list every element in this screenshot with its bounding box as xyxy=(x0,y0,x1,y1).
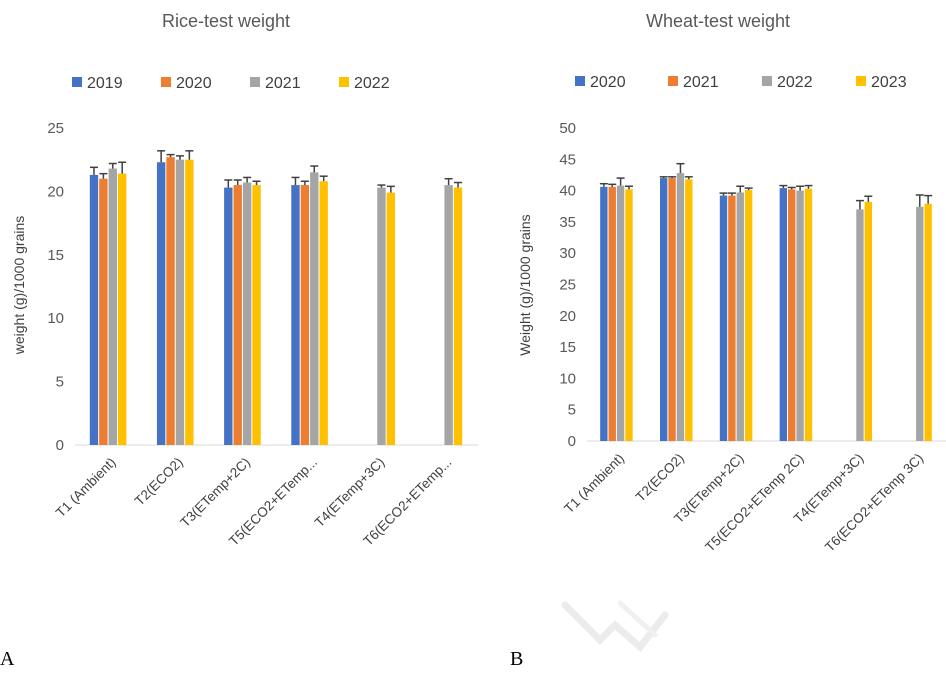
wheat-category-label: T1 (Ambient) xyxy=(561,451,627,517)
wheat-bar-2023 xyxy=(744,189,753,441)
wheat-legend-label-2021: 2021 xyxy=(683,74,719,91)
rice-bar-2019 xyxy=(224,187,233,445)
rice-bar-2020 xyxy=(233,185,242,445)
rice-plot-area: 0 5 10 15 20 25 T1 (Ambient) T2(ECO2)T3(ETemp+2… xyxy=(47,120,478,549)
rice-category-label: T1 (Ambient) xyxy=(53,455,119,521)
wheat-bar-2022 xyxy=(856,209,864,441)
rice-y-tick-label: 20 xyxy=(47,183,64,200)
rice-bar-2022 xyxy=(386,192,396,445)
rice-legend: 2019 2020 2021 2022 xyxy=(72,75,390,92)
wheat-bar-2021 xyxy=(788,189,796,441)
rice-bar-2020 xyxy=(300,185,310,445)
rice-bar-2021 xyxy=(377,187,386,445)
rice-bar-2021 xyxy=(242,182,252,446)
rice-bar-2021 xyxy=(175,159,185,445)
panel-label-a: A xyxy=(0,648,15,670)
wheat-bar-2020 xyxy=(600,186,608,441)
wheat-bar-2021 xyxy=(668,178,676,441)
wheat-chart-title: Wheat-test weight xyxy=(646,11,790,31)
wheat-bar-2023 xyxy=(924,203,932,441)
wheat-bar-2020 xyxy=(719,195,728,441)
rice-legend-swatch-2022 xyxy=(339,77,349,87)
wheat-legend-label-2022: 2022 xyxy=(777,74,813,91)
rice-legend-swatch-2019 xyxy=(72,77,82,87)
rice-bar-2020 xyxy=(99,178,108,445)
wheat-legend: 2020 2021 2022 2023 xyxy=(575,74,907,91)
wheat-y-tick-label: 10 xyxy=(559,370,576,387)
wheat-legend-swatch-2023 xyxy=(856,76,866,86)
wheat-bar-2023 xyxy=(685,179,693,441)
wheat-y-tick-label: 45 xyxy=(559,151,576,168)
wheat-legend-label-2020: 2020 xyxy=(590,74,626,91)
rice-y-tick-label: 0 xyxy=(56,437,64,454)
rice-bar-2022 xyxy=(319,181,328,446)
rice-y-axis-label: weight (g)/1000 grains xyxy=(11,216,27,356)
wheat-bar-2021 xyxy=(608,186,616,441)
wheat-chart: Wheat-test weight 2020 2021 2022 2023 Weigh… xyxy=(517,11,946,555)
wheat-category-label: T6(ECO2+ETemp 3C) xyxy=(822,451,926,555)
wheat-y-tick-label: 40 xyxy=(559,183,576,200)
wheat-y-tick-label: 0 xyxy=(568,433,576,450)
rice-y-tick-label: 10 xyxy=(47,310,64,327)
rice-legend-label-2021: 2021 xyxy=(265,75,301,92)
rice-bar-2022 xyxy=(453,187,463,445)
wheat-y-tick-label: 30 xyxy=(559,245,576,262)
wheat-y-tick-label: 5 xyxy=(568,402,576,419)
rice-y-tick-label: 15 xyxy=(47,247,64,264)
rice-bar-2019 xyxy=(89,174,99,445)
rice-legend-swatch-2020 xyxy=(161,77,171,87)
wheat-legend-swatch-2020 xyxy=(575,76,585,86)
panel-label-b: B xyxy=(510,648,524,670)
wheat-bar-2020 xyxy=(779,188,788,441)
wheat-legend-swatch-2021 xyxy=(668,76,678,86)
rice-bar-2020 xyxy=(166,157,175,445)
rice-chart: Rice-test weight 2019 2020 2021 2022 weight… xyxy=(11,11,478,549)
rice-legend-label-2022: 2022 xyxy=(354,75,390,92)
rice-category-label: T2(ECO2) xyxy=(132,455,186,509)
wheat-bar-2022 xyxy=(796,190,804,441)
wheat-y-axis-label: Weight (g)/1000 grains xyxy=(517,214,533,355)
rice-bar-2021 xyxy=(444,185,453,445)
wheat-bar-2022 xyxy=(916,206,924,441)
rice-y-tick-label: 25 xyxy=(47,120,64,137)
rice-bar-2022 xyxy=(252,185,261,445)
wheat-category-label: T5(ECO2+ETemp 2C) xyxy=(702,451,806,555)
rice-bar-2021 xyxy=(310,172,319,445)
rice-y-tick-label: 5 xyxy=(56,374,64,391)
wheat-bar-2022 xyxy=(616,185,625,441)
watermark-graphic xyxy=(561,600,669,653)
wheat-bar-2022 xyxy=(736,192,744,441)
wheat-bar-2022 xyxy=(676,173,685,441)
wheat-y-tick-label: 25 xyxy=(559,277,576,294)
rice-bar-2022 xyxy=(117,173,127,445)
wheat-bar-2023 xyxy=(804,188,813,441)
wheat-bar-2023 xyxy=(864,201,873,441)
wheat-bar-2023 xyxy=(625,189,633,441)
wheat-category-label: T2(ECO2) xyxy=(633,451,687,505)
rice-category-label: T4(ETemp+3C) xyxy=(312,455,388,531)
rice-legend-label-2019: 2019 xyxy=(87,75,123,92)
wheat-y-tick-label: 35 xyxy=(559,214,576,231)
wheat-bar-2020 xyxy=(659,178,668,441)
rice-bar-2019 xyxy=(291,185,300,445)
rice-legend-swatch-2021 xyxy=(250,77,260,87)
wheat-legend-swatch-2022 xyxy=(762,76,772,86)
rice-legend-label-2020: 2020 xyxy=(176,75,212,92)
wheat-y-tick-label: 15 xyxy=(559,339,576,356)
rice-bar-2022 xyxy=(185,159,194,445)
rice-bar-2021 xyxy=(108,168,117,446)
wheat-bar-2021 xyxy=(728,195,736,441)
rice-category-label: T3(ETemp+2C) xyxy=(177,455,253,531)
wheat-legend-label-2023: 2023 xyxy=(871,74,907,91)
rice-chart-title: Rice-test weight xyxy=(162,11,290,31)
wheat-y-tick-label: 20 xyxy=(559,308,576,325)
rice-bar-2019 xyxy=(156,162,166,445)
wheat-y-tick-label: 50 xyxy=(559,120,576,137)
wheat-plot-area: 0 5 10 15 20 25 30 35 40 45 50 T1 (Ambient) T2(ECO2)… xyxy=(559,120,946,555)
